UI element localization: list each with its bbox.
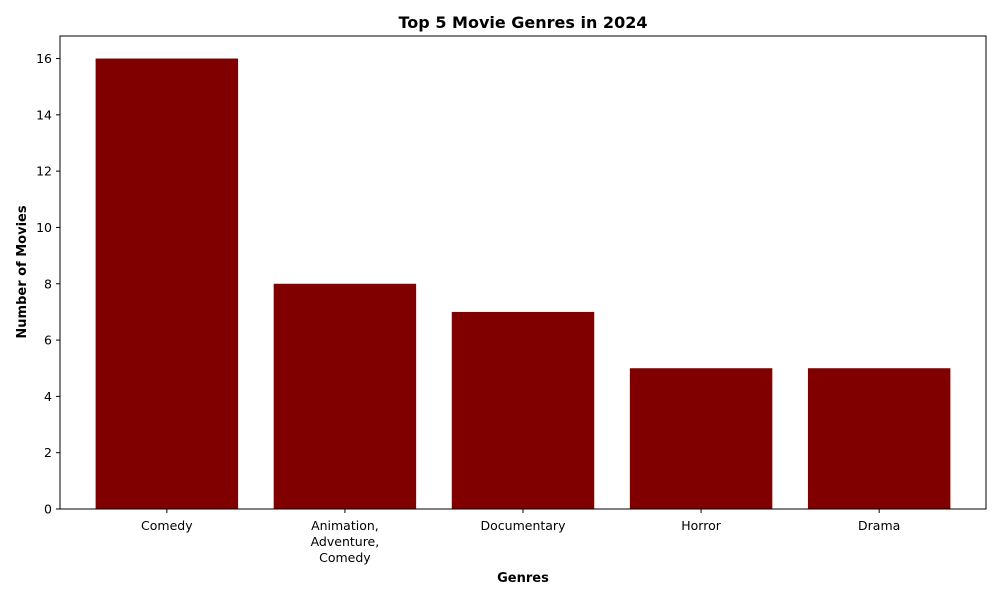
y-axis-label: Number of Movies xyxy=(15,205,30,338)
bars-layer xyxy=(95,58,951,510)
bar-1 xyxy=(273,283,417,509)
y-tick-label-7: 14 xyxy=(36,107,52,122)
y-tick-label-3: 6 xyxy=(44,333,52,348)
y-tick-label-1: 2 xyxy=(44,445,52,460)
bar-0 xyxy=(95,58,239,510)
x-tick-label-2: Documentary xyxy=(481,518,567,533)
x-axis-ticks: Comedy Animation, Adventure, Comedy Document… xyxy=(141,509,900,565)
y-axis-ticks: 0 2 4 6 8 10 12 14 16 xyxy=(36,51,60,517)
x-axis-label: Genres xyxy=(497,571,549,586)
y-tick-label-4: 8 xyxy=(44,276,52,291)
x-tick-label-0: Comedy xyxy=(141,518,193,533)
y-tick-label-2: 4 xyxy=(44,389,52,404)
x-tick-label-1: Animation, Adventure, Comedy xyxy=(311,518,380,565)
bar-2 xyxy=(451,311,595,509)
y-tick-label-6: 12 xyxy=(36,164,52,179)
chart-title: Top 5 Movie Genres in 2024 xyxy=(399,13,648,32)
y-tick-label-0: 0 xyxy=(44,502,52,517)
y-tick-label-8: 16 xyxy=(36,51,52,66)
bar-4 xyxy=(807,368,951,509)
x-tick-label-3: Horror xyxy=(681,518,721,533)
x-tick-label-4: Drama xyxy=(858,518,900,533)
y-tick-label-5: 10 xyxy=(36,220,52,235)
plot-frame xyxy=(59,35,987,510)
bar-3 xyxy=(629,368,773,509)
